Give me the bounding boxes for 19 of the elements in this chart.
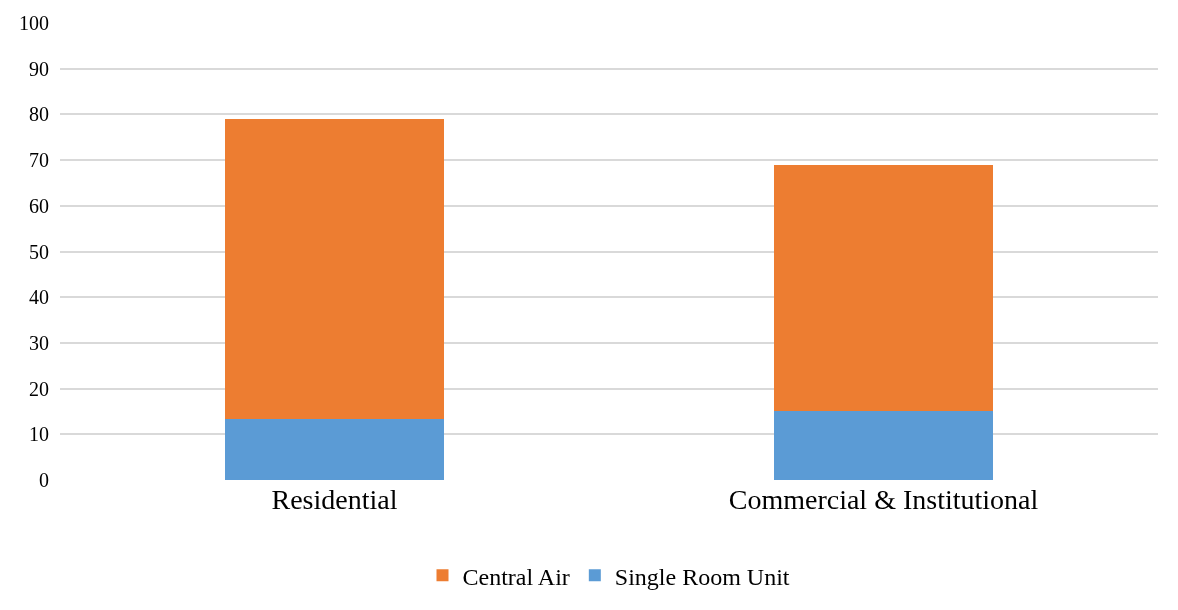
y-tick-label: 30 [29, 331, 49, 354]
x-tick-label: Commercial & Institutional [728, 484, 1039, 515]
bar [224, 419, 445, 480]
legend-label: Single Room Unit [614, 563, 790, 590]
bar [773, 164, 994, 411]
y-tick-label: 50 [29, 240, 49, 263]
y-tick-label: 10 [29, 423, 49, 446]
y-tick-label: 80 [29, 103, 49, 126]
bar [773, 410, 994, 480]
y-tick-label: 40 [29, 286, 49, 309]
bar [224, 118, 445, 420]
y-tick-label: 70 [29, 149, 49, 172]
y-tick-label: 60 [29, 194, 49, 217]
y-tick-label: 20 [29, 377, 49, 400]
x-tick-label: Residential [271, 484, 398, 515]
y-tick-label: 90 [29, 57, 49, 80]
y-tick-label: 100 [19, 12, 49, 34]
legend-label: Central Air [462, 563, 570, 590]
y-tick-label: 0 [39, 469, 49, 491]
